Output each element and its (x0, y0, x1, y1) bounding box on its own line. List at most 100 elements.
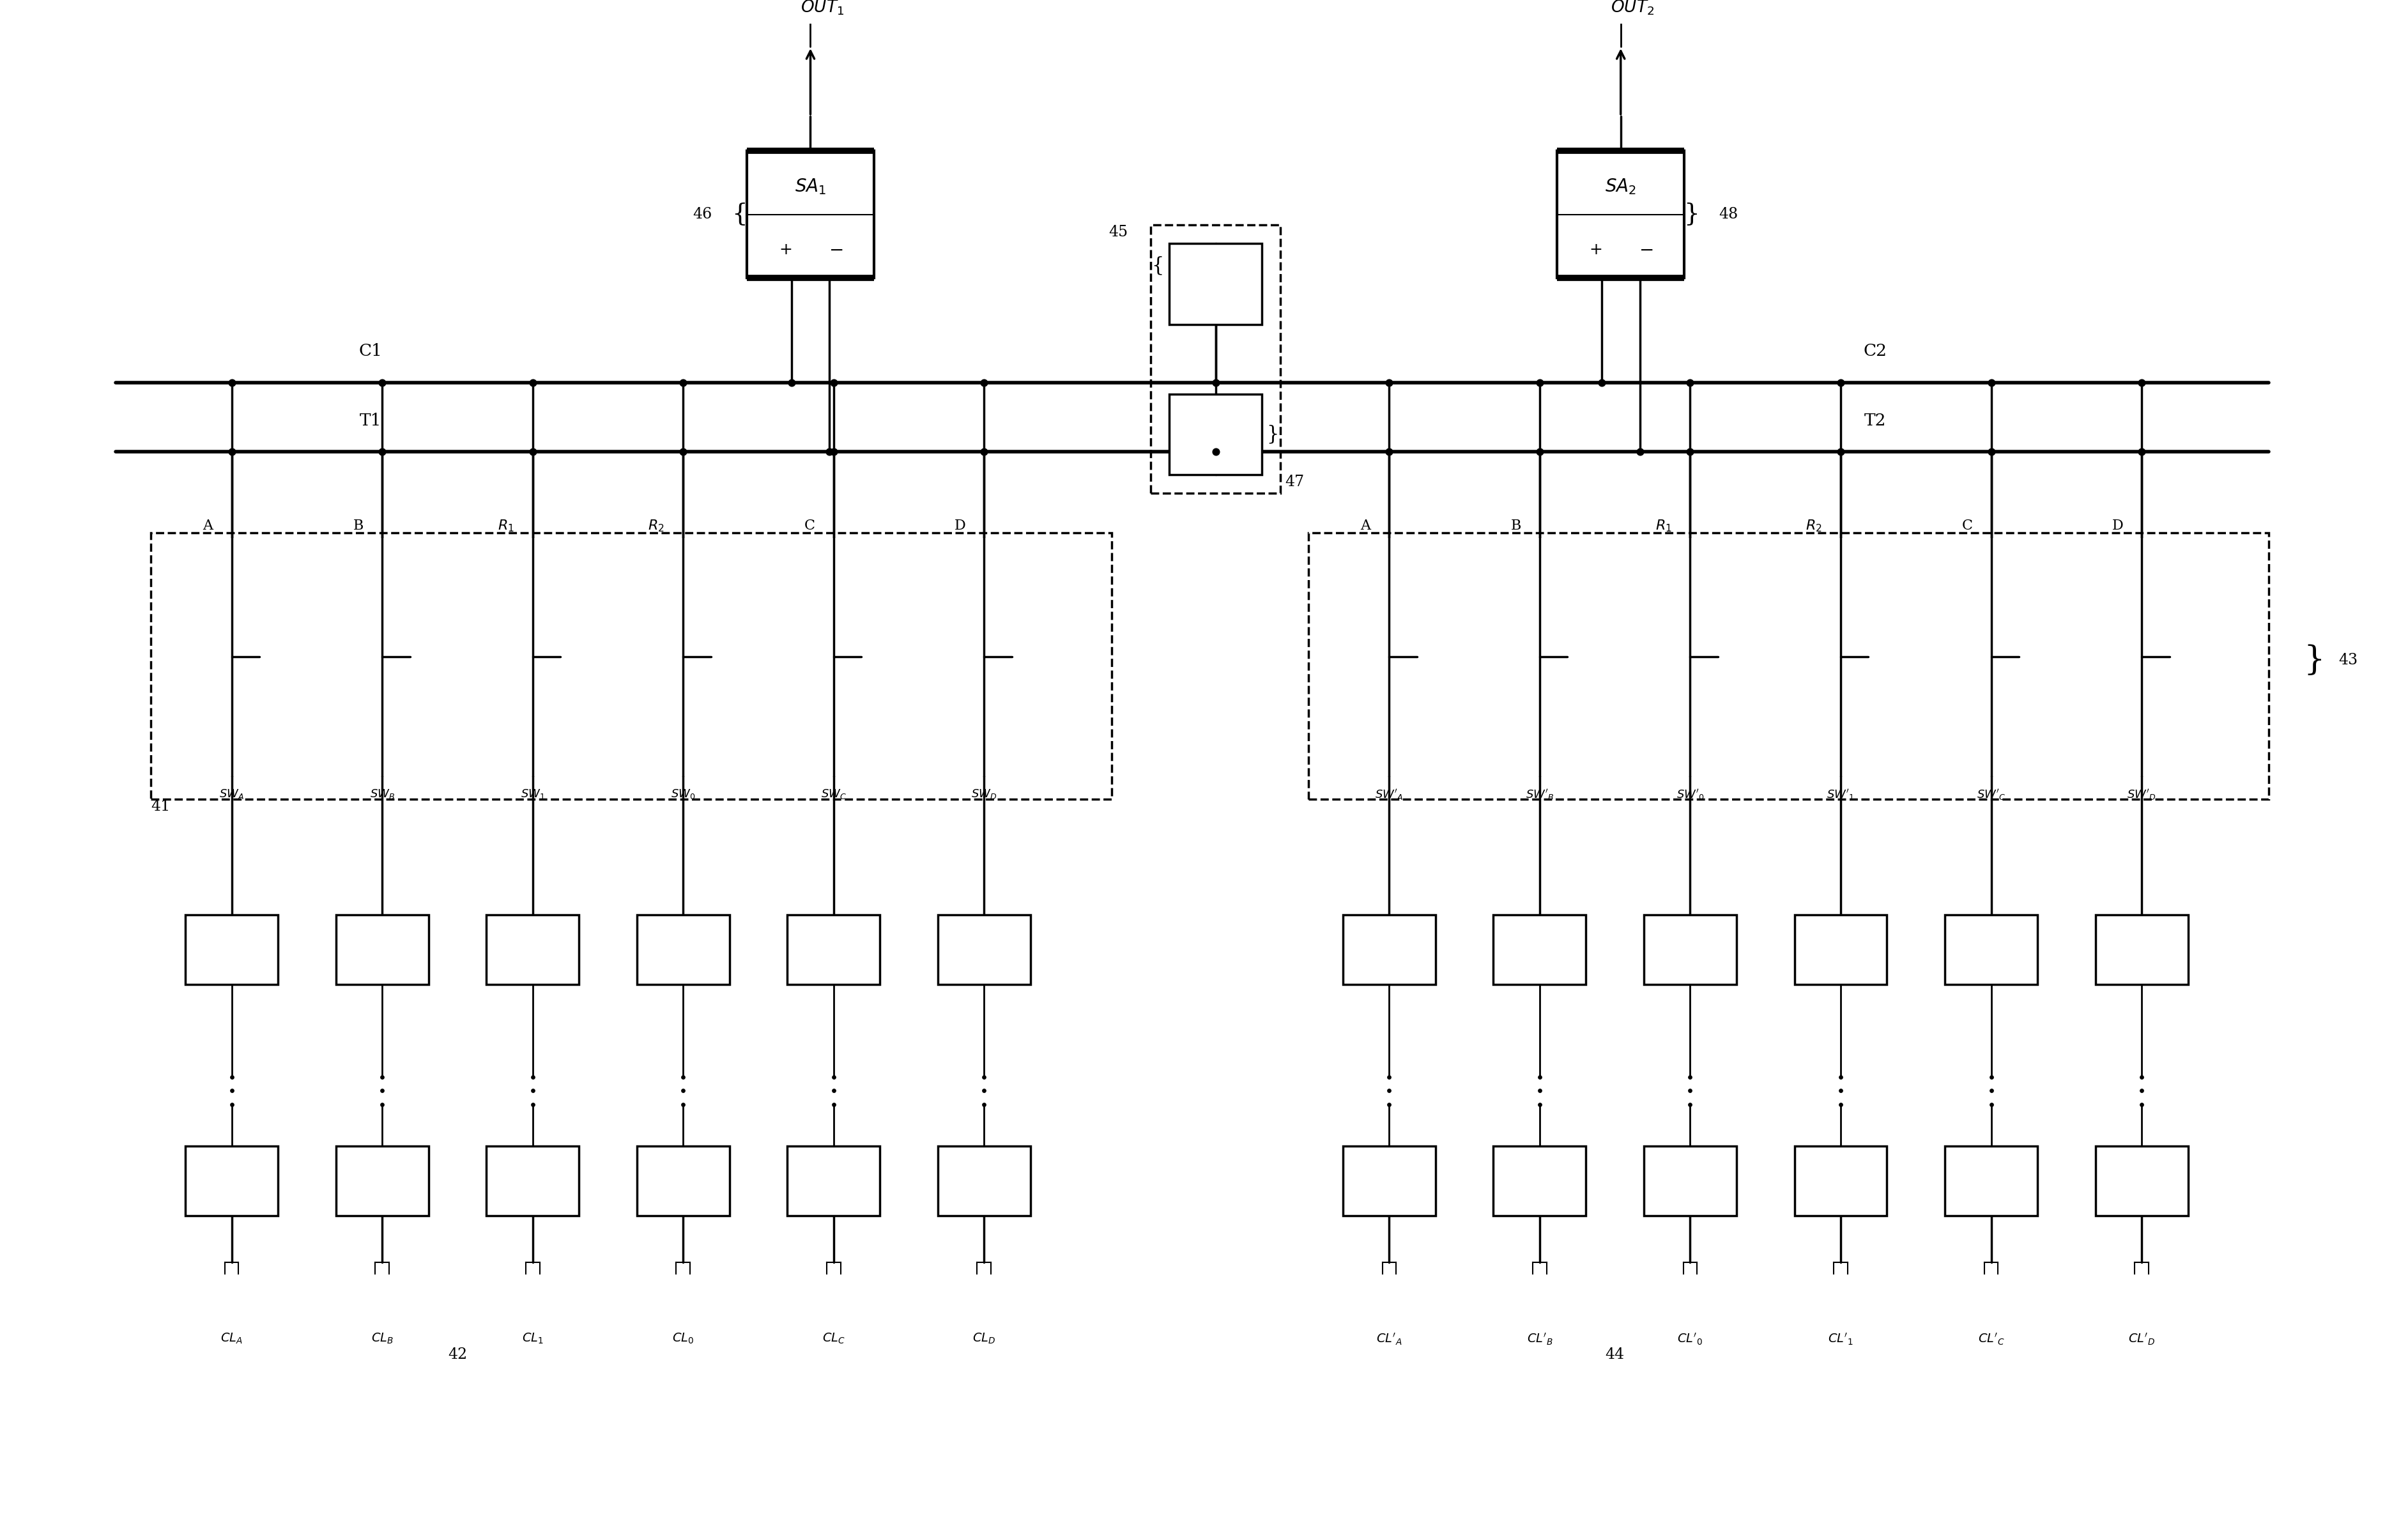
Point (364, 1092, 402, 1117)
Text: $R_1$: $R_1$ (1654, 519, 1671, 534)
Point (1671, 1079, 1710, 1103)
Text: $R_2$: $R_2$ (1806, 519, 1823, 534)
Text: $R_1$: $R_1$ (498, 519, 513, 534)
Bar (787, 1146, 879, 1216)
Point (1519, 1092, 1558, 1117)
Bar (1645, 915, 1736, 984)
Point (1671, 439, 1710, 464)
Text: X: X (226, 942, 236, 956)
Text: X: X (1534, 1174, 1546, 1189)
Bar (2095, 1146, 2189, 1216)
Bar (1151, 225, 1281, 494)
Text: $\overline{X}$: $\overline{X}$ (1984, 941, 1996, 958)
Bar (1170, 243, 1262, 324)
Bar (2095, 915, 2189, 984)
Text: $SW_D$: $SW_D$ (970, 788, 997, 800)
Text: {: { (732, 202, 749, 226)
Text: $CL'_D$: $CL'_D$ (2129, 1331, 2155, 1346)
Point (364, 1079, 402, 1103)
Text: C: C (804, 519, 814, 532)
Text: D: D (954, 519, 966, 532)
Bar (1794, 915, 1888, 984)
Text: B: B (354, 519, 364, 532)
Text: 42: 42 (448, 1348, 467, 1362)
Text: {: { (1151, 256, 1163, 275)
Text: $CL_0$: $CL_0$ (672, 1331, 694, 1345)
Text: T1: T1 (359, 413, 380, 428)
Text: X: X (376, 1174, 388, 1189)
Point (966, 1092, 1004, 1117)
Text: $\overline{X}$: $\overline{X}$ (2136, 941, 2148, 958)
Text: 1: 1 (1835, 942, 1845, 956)
Point (1370, 1079, 1409, 1103)
Point (814, 439, 852, 464)
Text: $SW'_C$: $SW'_C$ (1977, 788, 2006, 802)
Bar (1308, 532, 2268, 799)
Text: X: X (1534, 942, 1546, 956)
Point (1519, 1079, 1558, 1103)
Point (2121, 439, 2160, 464)
Text: 1: 1 (527, 1174, 537, 1189)
Text: $R_1$: $R_1$ (1206, 275, 1226, 292)
Text: 41: 41 (152, 799, 171, 814)
Text: C2: C2 (1864, 343, 1888, 360)
Text: $\overline{X}$: $\overline{X}$ (828, 941, 840, 958)
Bar (486, 1146, 578, 1216)
Bar (1344, 1146, 1435, 1216)
Text: 1: 1 (1835, 1174, 1845, 1189)
Text: $+$: $+$ (1589, 243, 1601, 257)
Text: 45: 45 (1108, 225, 1127, 239)
Point (364, 370, 402, 395)
Text: $SW_1$: $SW_1$ (520, 788, 544, 800)
Point (1370, 370, 1409, 395)
Bar (937, 1146, 1031, 1216)
Text: $SW_A$: $SW_A$ (219, 788, 243, 800)
Point (1972, 1079, 2011, 1103)
Text: $R_2$: $R_2$ (1206, 425, 1226, 442)
Point (212, 1065, 250, 1089)
Text: $\overline{X}$: $\overline{X}$ (978, 1172, 990, 1190)
Text: $SW'_A$: $SW'_A$ (1375, 788, 1404, 802)
Point (814, 1092, 852, 1117)
Text: $\overline{X}$: $\overline{X}$ (2136, 1172, 2148, 1190)
Text: $SW'_1$: $SW'_1$ (1828, 788, 1854, 802)
Point (1370, 439, 1409, 464)
Text: C: C (1963, 519, 1972, 532)
Point (665, 439, 703, 464)
Text: $CL_D$: $CL_D$ (973, 1331, 995, 1345)
Point (1972, 1065, 2011, 1089)
Point (1519, 370, 1558, 395)
Text: $-$: $-$ (828, 242, 843, 259)
Text: }: } (1683, 202, 1700, 226)
Point (1820, 1065, 1859, 1089)
Bar (1645, 1146, 1736, 1216)
Bar (335, 1146, 429, 1216)
Text: 44: 44 (1606, 1348, 1625, 1362)
Point (1820, 439, 1859, 464)
Point (665, 370, 703, 395)
Point (513, 370, 551, 395)
Point (2121, 1065, 2160, 1089)
Text: X: X (226, 1174, 236, 1189)
Point (1621, 439, 1659, 464)
Bar (1794, 1146, 1888, 1216)
Bar (636, 915, 730, 984)
Text: T2: T2 (1864, 413, 1885, 428)
Point (1820, 370, 1859, 395)
Text: 0: 0 (679, 1174, 689, 1189)
Text: $-$: $-$ (1640, 242, 1654, 259)
Text: $\overline{X}$: $\overline{X}$ (828, 1172, 840, 1190)
Bar (937, 915, 1031, 984)
Text: $CL'_A$: $CL'_A$ (1377, 1331, 1401, 1346)
Point (2121, 1079, 2160, 1103)
Text: $+$: $+$ (778, 243, 792, 257)
Point (1671, 370, 1710, 395)
Point (814, 370, 852, 395)
Text: $\overline{X}$: $\overline{X}$ (1984, 1172, 1996, 1190)
Point (1671, 1065, 1710, 1089)
Bar (152, 532, 1112, 799)
Text: B: B (1510, 519, 1522, 532)
Bar (1946, 915, 2037, 984)
Point (1197, 370, 1235, 395)
Text: $CL'_B$: $CL'_B$ (1527, 1331, 1553, 1346)
